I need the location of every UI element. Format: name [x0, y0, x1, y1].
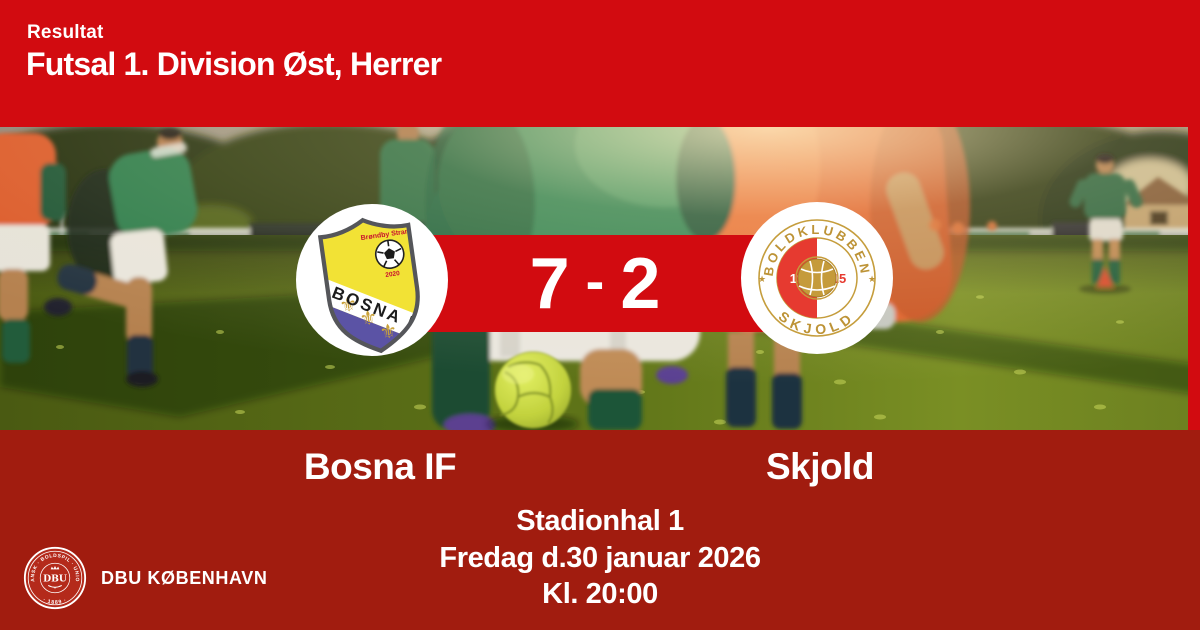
away-team-name: Skjold: [765, 446, 875, 487]
dbu-arc-bottom: · 1889 ·: [42, 597, 68, 606]
svg-text:⚜: ⚜: [358, 305, 379, 331]
match-details: Stadionhal 1 Fredag d.30 januar 2026 Kl.…: [0, 503, 1200, 613]
home-team-name: Bosna IF: [303, 446, 457, 487]
skjold-crest: BOLDKLUBBEN SKJOLD ★ ★ 19 15: [758, 219, 876, 338]
fleur-de-lis-icons: ⚜ ⚜ ⚜: [338, 291, 399, 344]
gold-ball-icon: [795, 256, 839, 300]
svg-text:⚜: ⚜: [378, 318, 399, 344]
match-date: Fredag d.30 januar 2026: [439, 541, 761, 574]
org-name: DBU KØBENHAVN: [101, 567, 268, 588]
red-half: [777, 238, 817, 318]
score-text: 7 - 2: [530, 248, 661, 320]
score-separator: -: [585, 248, 605, 312]
bosna-year: 2020: [385, 270, 401, 279]
star-right-icon: ★: [868, 274, 876, 284]
star-left-icon: ★: [758, 274, 766, 284]
crown-icon: [50, 566, 60, 570]
bosna-if-crest: ⚜ ⚜ ⚜ Brøndby Strand 2020 BO: [317, 214, 425, 356]
venue: Stadionhal 1: [516, 505, 684, 537]
photo-right-edge: [1188, 127, 1200, 430]
competition-title: Futsal 1. Division Øst, Herrer: [26, 46, 442, 82]
dbu-monogram: DBU: [43, 574, 67, 585]
home-team-logo: ⚜ ⚜ ⚜ Brøndby Strand 2020 BO: [296, 204, 448, 356]
score-away: 2: [620, 243, 661, 324]
bosna-ball-icon: [374, 239, 405, 270]
header: Resultat Futsal 1. Division Øst, Herrer: [0, 0, 1200, 127]
result-kicker: Resultat: [27, 22, 104, 43]
dbu-crest-icon: DANSK · BOLDSPIL · UNION · 1889 · DBU: [23, 546, 87, 610]
match-time: Kl. 20:00: [542, 578, 658, 610]
svg-text:⚜: ⚜: [338, 291, 359, 317]
photo-scene: [0, 57, 1200, 436]
footer: DANSK · BOLDSPIL · UNION · 1889 · DBU DB…: [23, 546, 267, 610]
away-team-logo: BOLDKLUBBEN SKJOLD ★ ★ 19 15: [741, 202, 893, 354]
match-photo: [0, 57, 1200, 436]
outer-gold-ring: [758, 219, 876, 337]
score-home: 7: [529, 243, 570, 324]
